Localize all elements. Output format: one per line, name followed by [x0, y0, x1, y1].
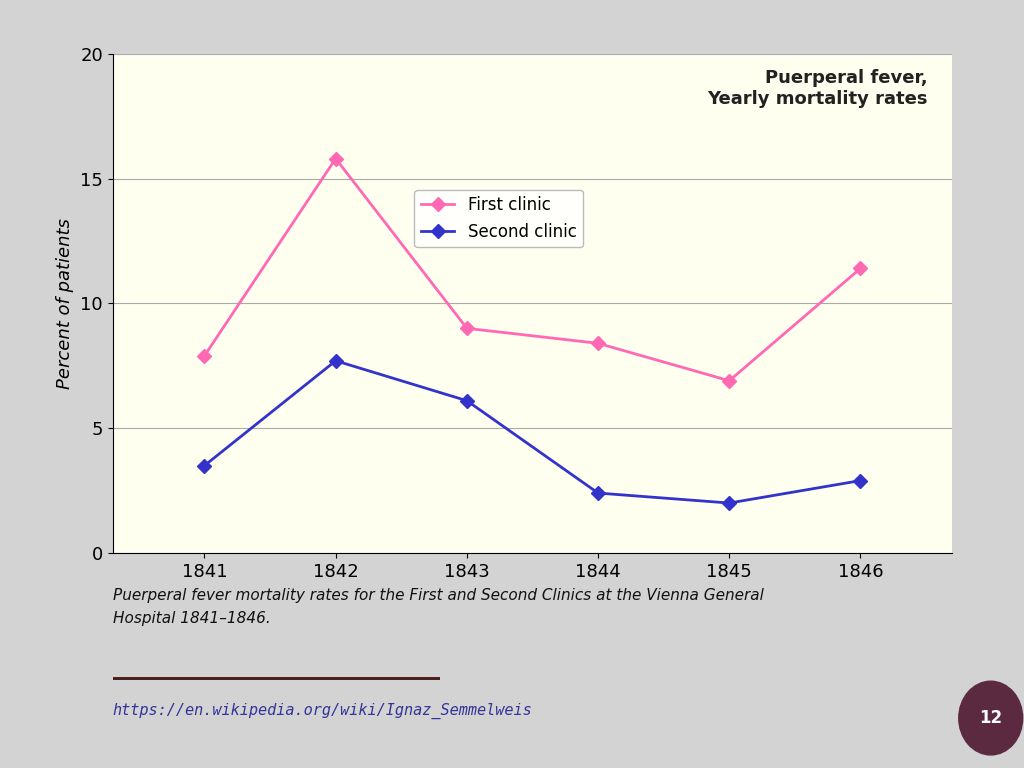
Text: Puerperal fever mortality rates for the First and Second Clinics at the Vienna G: Puerperal fever mortality rates for the … — [113, 588, 764, 603]
First clinic — [199, 351, 211, 360]
Second clinic — [461, 396, 473, 406]
Second clinic — [723, 498, 735, 508]
Legend: First clinic, Second clinic: First clinic, Second clinic — [415, 190, 584, 247]
Second clinic — [330, 356, 342, 366]
First clinic — [461, 324, 473, 333]
Y-axis label: Percent of patients: Percent of patients — [56, 218, 75, 389]
Text: 12: 12 — [979, 709, 1002, 727]
Line: First clinic: First clinic — [200, 154, 865, 386]
First clinic — [723, 376, 735, 386]
First clinic — [592, 339, 604, 348]
Second clinic — [592, 488, 604, 498]
First clinic — [854, 263, 866, 273]
Text: Puerperal fever,
Yearly mortality rates: Puerperal fever, Yearly mortality rates — [707, 69, 927, 108]
Line: Second clinic: Second clinic — [200, 356, 865, 508]
First clinic — [330, 154, 342, 163]
Circle shape — [958, 681, 1023, 755]
Second clinic — [854, 476, 866, 485]
Second clinic — [199, 461, 211, 470]
Text: Hospital 1841–1846.: Hospital 1841–1846. — [113, 611, 270, 626]
Text: https://en.wikipedia.org/wiki/Ignaz_Semmelweis: https://en.wikipedia.org/wiki/Ignaz_Semm… — [113, 703, 532, 719]
